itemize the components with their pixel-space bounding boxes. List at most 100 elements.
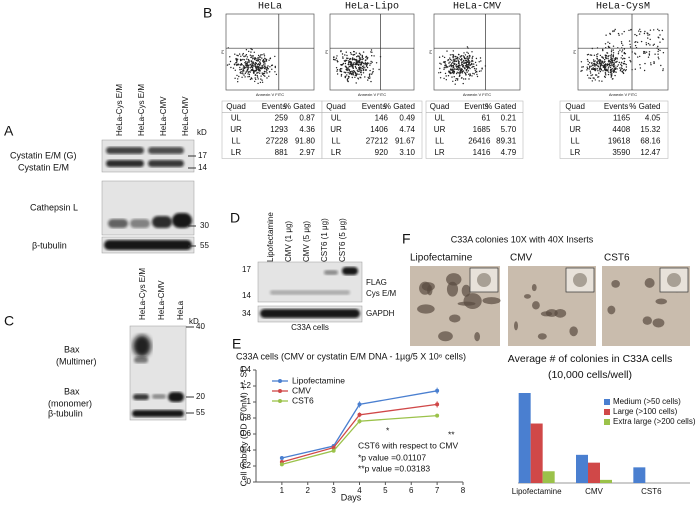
event-dot: [262, 67, 264, 69]
event-dot: [588, 62, 591, 64]
event-dot: [449, 64, 451, 66]
event-dot: [607, 67, 610, 69]
event-dot: [247, 76, 249, 78]
event-dot: [471, 51, 473, 53]
event-dot: [238, 64, 240, 66]
lane-label: HeLa-Cys E/M: [115, 84, 124, 136]
event-dot: [610, 68, 612, 71]
event-dot: [614, 71, 616, 73]
event-dot: [356, 69, 358, 71]
event-dot: [369, 69, 371, 72]
label: C33A cells: [291, 323, 329, 332]
event-dot: [607, 63, 609, 65]
blot-band: [148, 160, 184, 167]
panel-letter: E: [232, 336, 241, 352]
event-dot: [621, 51, 623, 53]
event-dot: [450, 66, 452, 68]
event-dot: [358, 58, 361, 60]
event-dot: [246, 61, 249, 63]
event-dot: [661, 29, 663, 32]
event-dot: [643, 32, 646, 35]
event-dot: [336, 59, 338, 62]
event-dot: [610, 61, 612, 64]
table-cell: UL: [434, 113, 445, 122]
colony: [607, 305, 616, 315]
event-dot: [622, 72, 625, 75]
label: HeLa: [258, 2, 282, 13]
blot-band: [168, 392, 184, 402]
event-dot: [654, 53, 656, 55]
label: FLAG: [366, 278, 387, 287]
event-dot: [612, 49, 614, 51]
event-dot: [606, 52, 609, 54]
event-dot: [612, 52, 615, 54]
event-dot: [465, 63, 468, 65]
event-dot: [595, 74, 598, 76]
event-dot: [454, 83, 456, 85]
event-dot: [475, 68, 478, 70]
label: Cystatin E/M (G): [10, 150, 77, 160]
table-cell: UL: [231, 113, 242, 122]
event-dot: [466, 57, 468, 59]
event-dot: [251, 48, 253, 51]
blot-band: [104, 240, 192, 250]
event-dot: [455, 65, 458, 67]
event-dot: [595, 67, 597, 70]
event-dot: [360, 67, 362, 69]
colony: [569, 326, 578, 337]
event-dot: [603, 67, 606, 69]
colony: [531, 283, 537, 292]
event-dot: [371, 55, 373, 57]
event-dot: [604, 71, 607, 74]
event-dot: [368, 75, 371, 77]
event-dot: [594, 65, 596, 67]
event-dot: [611, 73, 613, 75]
event-dot: [476, 75, 479, 78]
event-dot: [348, 61, 350, 63]
event-dot: [359, 64, 362, 66]
event-dot: [452, 80, 454, 83]
legend-label: Large (>100 cells): [613, 407, 678, 416]
event-dot: [657, 53, 659, 55]
event-dot: [259, 66, 261, 69]
event-dot: [594, 79, 596, 81]
event-dot: [609, 33, 612, 35]
event-dot: [471, 60, 473, 62]
event-dot: [638, 33, 641, 35]
event-dot: [442, 55, 444, 57]
event-dot: [467, 65, 469, 68]
event-dot: [254, 80, 256, 83]
event-dot: [445, 75, 447, 77]
inset-colony: [573, 273, 587, 287]
label: Annexin V FITC: [463, 92, 491, 97]
event-dot: [624, 53, 627, 55]
event-dot: [447, 75, 450, 77]
event-dot: [237, 58, 239, 60]
event-dot: [614, 74, 616, 77]
event-dot: [366, 66, 369, 69]
table-cell: 3590: [612, 148, 630, 157]
y-tick-label: 0: [247, 477, 252, 486]
event-dot: [353, 71, 355, 74]
table-header: Quad: [326, 102, 346, 111]
event-dot: [581, 69, 583, 72]
event-dot: [254, 70, 256, 72]
event-dot: [453, 68, 456, 70]
event-dot: [232, 67, 235, 69]
event-dot: [602, 62, 604, 64]
lane-label: CST6 (1 μg): [320, 218, 329, 262]
event-dot: [245, 71, 247, 73]
event-dot: [476, 71, 478, 73]
event-dot: [265, 68, 268, 71]
event-dot: [468, 78, 470, 80]
event-dot: [599, 59, 602, 61]
event-dot: [366, 64, 368, 66]
event-dot: [604, 76, 606, 79]
event-dot: [368, 74, 371, 76]
event-dot: [459, 68, 461, 70]
event-dot: [592, 63, 595, 65]
event-dot: [610, 56, 612, 59]
event-dot: [464, 72, 467, 75]
event-dot: [439, 62, 441, 64]
event-dot: [257, 66, 259, 69]
